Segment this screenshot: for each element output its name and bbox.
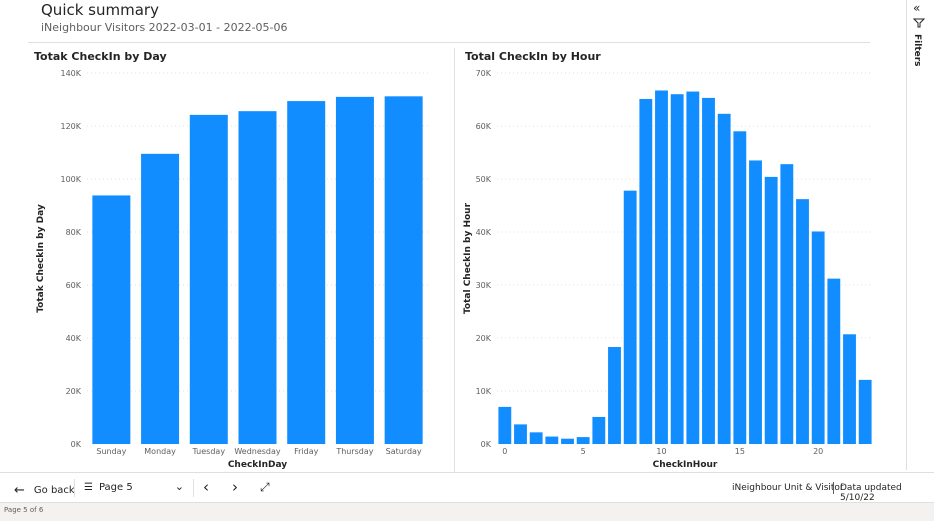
filters-pane — [906, 0, 934, 470]
bar-hour-18 — [780, 164, 794, 444]
y-tick-label: 0K — [481, 440, 492, 449]
page-subtitle: iNeighbour Visitors 2022-03-01 - 2022-05… — [41, 21, 288, 34]
report-name: iNeighbour Unit & Visitor — [732, 483, 844, 493]
y-tick-label: 30K — [476, 281, 492, 290]
arrow-left-icon: ← — [14, 483, 25, 498]
bar-sunday — [92, 195, 131, 444]
bar-hour-12 — [686, 91, 700, 445]
page-dropdown[interactable]: ☰ Page 5 ⌄ — [84, 480, 186, 496]
x-tick-label: 10 — [656, 447, 666, 456]
bar-hour-6 — [592, 416, 606, 444]
info-separator — [833, 482, 834, 494]
x-tick-label: Monday — [144, 447, 176, 456]
x-tick-label: 20 — [813, 447, 823, 456]
x-tick-label: 5 — [581, 447, 586, 456]
collapse-arrows-icon[interactable]: ⤢ — [260, 480, 270, 494]
bar-hour-5 — [576, 437, 590, 444]
bar-hour-23 — [858, 379, 872, 444]
x-axis-label: CheckInHour — [653, 460, 718, 470]
hour-bar-chart: 0K 10K 20K 30K 40K 50K 60K 70K Total CheckIn by … — [463, 69, 873, 470]
y-tick-label: 60K — [476, 122, 492, 131]
x-tick-label: Friday — [294, 447, 319, 456]
hour-chart-title: Total CheckIn by Hour — [465, 50, 601, 63]
filters-label[interactable]: Filters — [912, 34, 922, 67]
bar-monday — [141, 153, 180, 444]
funnel-icon[interactable] — [913, 18, 925, 28]
next-page-button[interactable]: › — [232, 478, 238, 496]
header-divider — [28, 42, 870, 43]
page-navigation-bar: ← Go back ☰ Page 5 ⌄ ‹ › ⤢ iNeighbour Unit … — [0, 472, 934, 503]
y-tick-label: 0K — [71, 440, 82, 449]
bar-hour-2 — [529, 432, 543, 444]
bar-hour-1 — [514, 424, 527, 444]
y-tick-label: 40K — [66, 334, 82, 343]
visual-divider — [454, 48, 455, 472]
x-tick-label: Tuesday — [192, 447, 226, 456]
y-tick-label: 100K — [60, 175, 81, 184]
x-tick-label: Saturday — [386, 447, 422, 456]
y-tick-label: 120K — [60, 122, 81, 131]
go-back-label: Go back — [33, 485, 75, 496]
x-tick-label: Sunday — [96, 447, 126, 456]
go-back-button[interactable]: ← Go back — [14, 482, 75, 498]
bar-hour-11 — [670, 94, 684, 444]
y-tick-label: 140K — [60, 69, 81, 78]
bar-hour-17 — [764, 176, 778, 444]
y-axis-label: Totak CheckIn by Day — [36, 204, 46, 313]
y-tick-label: 50K — [476, 175, 492, 184]
toolbar-separator — [193, 479, 194, 497]
previous-page-button[interactable]: ‹ — [203, 478, 209, 496]
x-tick-label: Thursday — [335, 447, 373, 456]
bar-thursday — [335, 96, 374, 444]
bar-wednesday — [238, 111, 277, 444]
y-tick-label: 10K — [476, 387, 492, 396]
bar-hour-13 — [702, 97, 715, 444]
y-tick-label: 20K — [66, 387, 82, 396]
data-updated-text: Data updated 5/10/22 — [840, 483, 902, 503]
y-axis-label: Total CheckIn by Hour — [463, 202, 473, 314]
bar-hour-15 — [733, 131, 747, 445]
page-title: Quick summary — [41, 1, 159, 19]
bar-hour-3 — [545, 436, 559, 444]
y-tick-label: 40K — [476, 228, 492, 237]
y-tick-label: 80K — [66, 228, 82, 237]
y-tick-label: 20K — [476, 334, 492, 343]
y-tick-label: 70K — [476, 69, 492, 78]
bar-hour-0 — [498, 406, 512, 444]
menu-icon: ☰ — [84, 482, 93, 493]
bar-hour-19 — [796, 199, 809, 444]
x-tick-label: 15 — [735, 447, 745, 456]
day-bar-chart: 0K 20K 40K 60K 80K 100K 120K 140K Totak CheckIn … — [36, 69, 428, 470]
bar-saturday — [384, 96, 423, 444]
page-count: Page 5 of 6 — [4, 506, 44, 514]
double-chevron-left-icon[interactable]: « — [913, 1, 921, 15]
bar-hour-9 — [639, 98, 653, 444]
bar-hour-16 — [749, 160, 762, 444]
x-tick-label: 0 — [502, 447, 507, 456]
status-bar: Page 5 of 6 — [0, 502, 934, 521]
day-chart-title: Totak CheckIn by Day — [34, 50, 167, 63]
x-tick-label: Wednesday — [234, 447, 281, 456]
bar-tuesday — [189, 114, 228, 444]
x-axis-label: CheckInDay — [228, 460, 287, 470]
page-dropdown-label: Page 5 — [98, 482, 133, 493]
y-tick-label: 60K — [66, 281, 82, 290]
bar-friday — [287, 101, 326, 444]
bar-hour-22 — [843, 334, 856, 444]
bar-hour-4 — [561, 438, 574, 444]
bar-hour-10 — [655, 90, 668, 445]
bar-hour-21 — [827, 278, 841, 444]
chevron-down-icon: ⌄ — [174, 480, 184, 493]
bar-hour-8 — [623, 190, 637, 444]
toolbar-separator — [74, 479, 75, 497]
bar-hour-7 — [608, 347, 621, 444]
bar-hour-14 — [717, 113, 731, 444]
bar-hour-20 — [811, 231, 825, 444]
